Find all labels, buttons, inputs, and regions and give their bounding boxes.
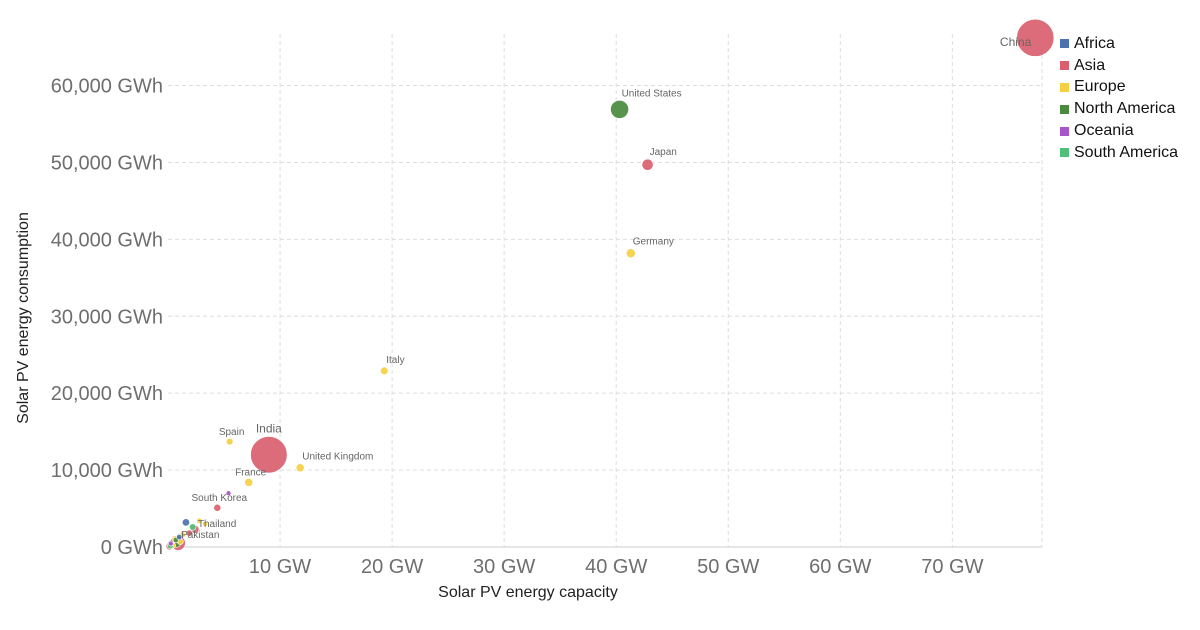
point-label: Japan [650, 147, 677, 158]
legend-label: Africa [1074, 34, 1115, 52]
point-point-12[interactable] [225, 490, 232, 496]
legend-label: Oceania [1074, 122, 1134, 140]
legend-item[interactable]: Asia [1060, 55, 1178, 77]
point-point-17[interactable] [185, 529, 193, 537]
y-tick-label: 60,000 GWh [51, 76, 163, 98]
legend-item[interactable]: North America [1060, 98, 1178, 120]
y-tick-label: 10,000 GWh [51, 460, 163, 482]
point-label: United Kingdom [302, 452, 373, 463]
y-tick-label: 50,000 GWh [51, 152, 163, 174]
axis-ticks: 0 GWh 10,000 GWh 20,000 GWh 30,000 GWh 40,00… [51, 76, 984, 578]
point-point-26[interactable] [202, 521, 208, 527]
point-point-13[interactable] [181, 518, 190, 527]
point-italy[interactable] [380, 366, 389, 376]
legend-swatch [1060, 82, 1069, 92]
x-tick-label: 20 GW [361, 556, 423, 578]
point-label: France [235, 467, 267, 478]
point-france[interactable] [244, 478, 254, 487]
legend-swatch [1060, 61, 1069, 71]
x-tick-label: 10 GW [249, 556, 311, 578]
point-point-27[interactable] [168, 540, 174, 547]
point-germany[interactable] [625, 248, 636, 259]
chart-legend: Africa Asia Europe North America Oceania Sout… [1060, 33, 1178, 164]
x-tick-label: 30 GW [473, 556, 535, 578]
data-points [165, 18, 1055, 551]
x-tick-label: 60 GW [809, 556, 871, 578]
point-label: Pakistan [181, 530, 219, 541]
x-tick-label: 40 GW [585, 556, 647, 578]
point-india[interactable] [250, 436, 288, 474]
x-tick-label: 70 GW [921, 556, 983, 578]
point-label: United States [622, 88, 682, 99]
point-label: India [256, 421, 282, 435]
point-label: China [1000, 35, 1032, 49]
legend-item[interactable]: South America [1060, 142, 1178, 164]
legend-swatch [1060, 104, 1069, 114]
y-tick-label: 20,000 GWh [51, 383, 163, 405]
point-label: Italy [386, 355, 404, 366]
point-south-korea[interactable] [213, 503, 222, 512]
legend-item[interactable]: Oceania [1060, 120, 1178, 142]
legend-swatch [1060, 148, 1069, 158]
point-point-25[interactable] [176, 533, 183, 541]
x-tick-label: 50 GW [697, 556, 759, 578]
point-point-15[interactable] [196, 517, 203, 524]
y-tick-label: 40,000 GWh [51, 229, 163, 251]
point-china[interactable] [1016, 18, 1055, 57]
legend-item[interactable]: Africa [1060, 33, 1178, 55]
point-united-states[interactable] [610, 99, 629, 119]
y-tick-label: 0 GWh [101, 537, 163, 559]
legend-label: Europe [1074, 78, 1126, 96]
point-point-14[interactable] [188, 523, 197, 531]
point-label: Germany [633, 237, 674, 248]
point-japan[interactable] [641, 158, 654, 171]
point-spain[interactable] [225, 437, 234, 446]
legend-swatch [1060, 126, 1069, 136]
legend-label: North America [1074, 100, 1176, 118]
point-united-kingdom[interactable] [295, 463, 305, 473]
point-labels: China United States Japan Germany Italy India… [181, 35, 1032, 541]
legend-label: South America [1074, 143, 1179, 161]
y-axis-title: Solar PV energy consumption [15, 212, 32, 424]
y-tick-label: 30,000 GWh [51, 306, 163, 328]
point-label: Thailand [198, 519, 236, 530]
x-axis-title: Solar PV energy capacity [438, 584, 618, 601]
legend-item[interactable]: Europe [1060, 77, 1178, 99]
point-label: Spain [219, 427, 245, 438]
point-label: South Korea [191, 493, 247, 504]
legend-swatch [1060, 39, 1069, 49]
legend-label: Asia [1074, 56, 1106, 74]
